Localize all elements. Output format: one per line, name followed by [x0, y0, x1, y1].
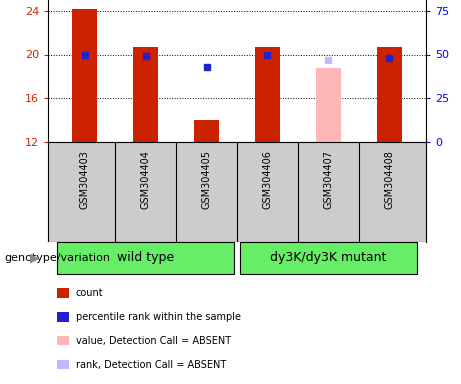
Bar [240, 242, 417, 274]
Bar [255, 47, 280, 142]
Bar [133, 47, 158, 142]
Text: value, Detection Call = ABSENT: value, Detection Call = ABSENT [76, 336, 231, 346]
Text: dy3K/dy3K mutant: dy3K/dy3K mutant [270, 252, 387, 265]
Text: ▶: ▶ [30, 252, 39, 265]
Text: GSM304404: GSM304404 [141, 150, 151, 209]
Bar [57, 242, 234, 274]
Bar [72, 8, 97, 142]
Text: GSM304408: GSM304408 [384, 150, 395, 209]
Text: GSM304405: GSM304405 [201, 150, 212, 209]
Bar [377, 47, 402, 142]
Text: GSM304407: GSM304407 [324, 150, 333, 209]
Text: GSM304406: GSM304406 [262, 150, 272, 209]
Text: percentile rank within the sample: percentile rank within the sample [76, 312, 241, 322]
Text: genotype/variation: genotype/variation [5, 253, 111, 263]
Text: rank, Detection Call = ABSENT: rank, Detection Call = ABSENT [76, 360, 226, 370]
Bar [195, 120, 219, 142]
Text: count: count [76, 288, 103, 298]
Bar [316, 68, 341, 142]
Text: GSM304403: GSM304403 [80, 150, 89, 209]
Text: wild type: wild type [117, 252, 174, 265]
